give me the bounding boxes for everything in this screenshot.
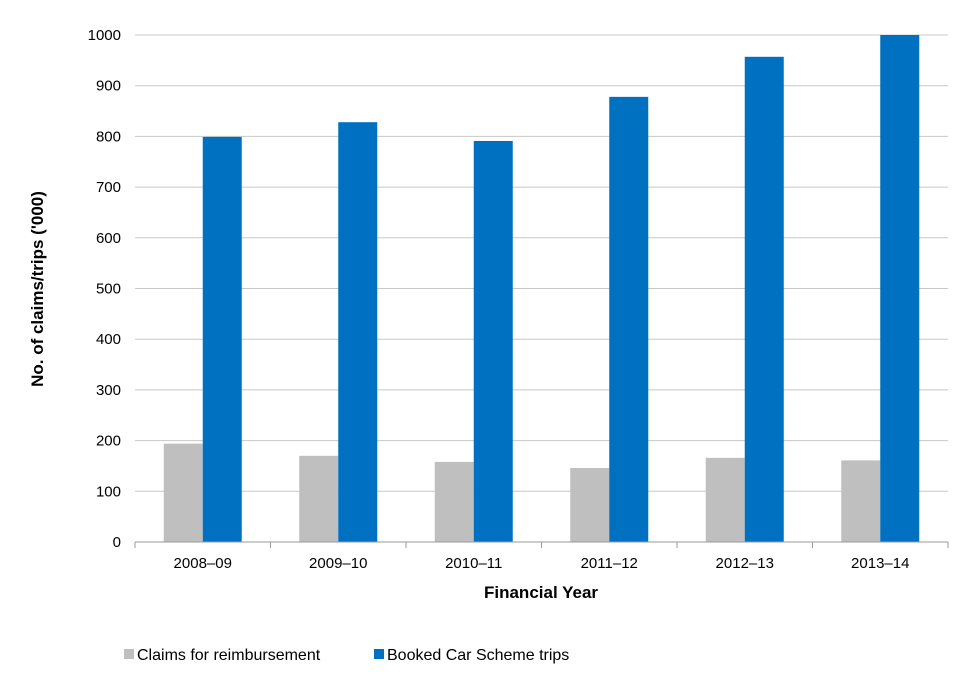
x-tick-label: 2008–09 — [174, 555, 232, 572]
x-axis — [134, 541, 949, 548]
bar — [570, 467, 610, 542]
legend-label: Claims for reimbursement — [137, 647, 321, 664]
y-tick-label: 900 — [96, 78, 121, 95]
y-tick-label: 100 — [96, 483, 121, 500]
legend: Claims for reimbursement Booked Car Schem… — [124, 647, 569, 664]
y-axis-title: No. of claims/trips ('000) — [28, 191, 47, 387]
bar — [299, 455, 339, 542]
bar — [744, 56, 784, 543]
bar — [434, 461, 474, 542]
gridlines — [135, 34, 948, 492]
y-tick-label: 200 — [96, 433, 121, 450]
bar — [609, 96, 649, 542]
y-tick-label: 400 — [96, 331, 121, 348]
y-tick-label: 800 — [96, 128, 121, 145]
y-tick-label: 1000 — [88, 27, 121, 44]
legend-label: Booked Car Scheme trips — [387, 647, 569, 664]
bars — [163, 35, 920, 543]
x-tick-label: 2013–14 — [851, 555, 909, 572]
bar — [880, 35, 920, 542]
y-tick-label: 300 — [96, 382, 121, 399]
bar — [841, 460, 881, 542]
x-axis-ticks: 2008–09 2009–10 2010–11 2011–12 2012–13 2013–… — [174, 555, 910, 572]
y-tick-label: 500 — [96, 281, 121, 298]
x-axis-title: Financial Year — [484, 583, 598, 602]
bar — [338, 122, 378, 542]
legend-swatch — [124, 649, 134, 659]
y-tick-label: 0 — [113, 534, 121, 551]
y-tick-label: 700 — [96, 179, 121, 196]
x-tick-label: 2009–10 — [309, 555, 367, 572]
legend-swatch — [374, 649, 384, 659]
x-tick-label: 2011–12 — [581, 555, 638, 572]
bar — [202, 136, 242, 543]
x-tick-label: 2012–13 — [716, 555, 774, 572]
y-tick-label: 600 — [96, 230, 121, 247]
y-axis-ticks: 0 100 200 300 400 500 600 700 800 900 1000 — [88, 27, 121, 551]
bar — [473, 140, 513, 542]
bar — [705, 457, 745, 542]
x-tick-label: 2010–11 — [445, 555, 502, 572]
bar — [163, 443, 203, 542]
